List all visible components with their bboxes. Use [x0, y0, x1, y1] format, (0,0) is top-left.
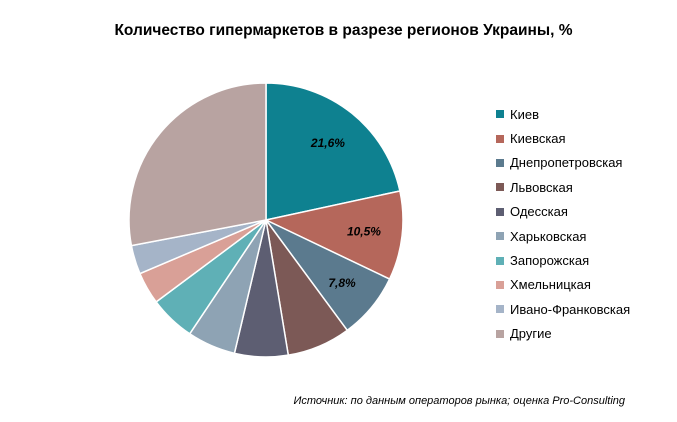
legend-item: Одесская — [496, 200, 630, 224]
legend-swatch — [496, 183, 504, 192]
legend-item: Киев — [496, 102, 630, 126]
legend-item: Днепропетровская — [496, 151, 630, 175]
legend-label: Другие — [510, 326, 552, 342]
legend-label: Львовская — [510, 179, 573, 195]
source-note: Источник: по данным операторов рынка; оц… — [293, 395, 625, 407]
legend-label: Киевская — [510, 131, 566, 147]
legend-label: Днепропетровская — [510, 155, 623, 171]
legend-swatch — [496, 329, 504, 338]
legend-item: Харьковская — [496, 224, 630, 248]
legend-swatch — [496, 232, 504, 241]
legend-swatch — [496, 110, 504, 119]
legend-label: Хмельницкая — [510, 277, 591, 293]
legend-swatch — [496, 280, 504, 289]
legend-label: Киев — [510, 106, 539, 122]
legend-item: Львовская — [496, 175, 630, 199]
legend-item: Другие — [496, 322, 630, 346]
legend-swatch — [496, 256, 504, 265]
data-label-2: 10,5% — [347, 224, 381, 238]
legend-swatch — [496, 134, 504, 143]
legend-label: Запорожская — [510, 253, 590, 269]
pie-slice-1 — [265, 82, 401, 221]
legend-item: Запорожская — [496, 248, 630, 272]
chart-title: Количество гипермаркетов в разрезе регио… — [114, 22, 573, 39]
legend-label: Харьковская — [510, 228, 587, 244]
data-label-3: 7,8% — [328, 276, 356, 290]
legend-label: Одесская — [510, 204, 568, 220]
data-label-1: 21,6% — [310, 136, 345, 150]
pie-slice-2 — [263, 190, 404, 281]
legend-swatch — [496, 207, 504, 216]
legend-swatch — [496, 158, 504, 167]
chart-legend: Киев Киевская Днепропетровская Львовская Оде… — [496, 102, 630, 346]
legend-label: Ивано-Франковская — [510, 301, 631, 317]
legend-item: Киевская — [496, 126, 630, 150]
legend-item: Ивано-Франковская — [496, 297, 630, 321]
legend-swatch — [496, 305, 504, 314]
legend-item: Хмельницкая — [496, 273, 630, 297]
pie-slice-10 — [128, 82, 267, 247]
